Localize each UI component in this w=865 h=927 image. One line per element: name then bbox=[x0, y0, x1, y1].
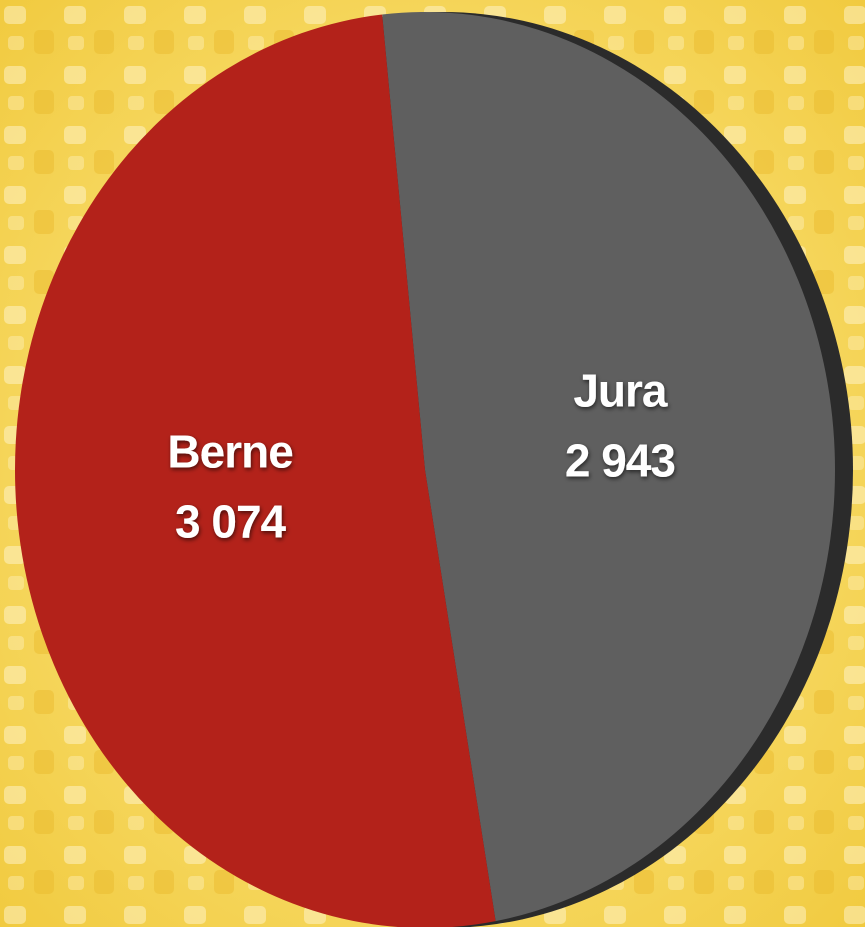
slice-label: Berne bbox=[167, 426, 293, 478]
pie-slice bbox=[15, 14, 496, 927]
pie-slice bbox=[382, 12, 835, 922]
pie bbox=[15, 12, 835, 927]
slice-value: 2 943 bbox=[565, 435, 675, 487]
slice-label: Jura bbox=[573, 365, 668, 417]
labels: Jura 2 943 Berne 3 074 bbox=[167, 365, 676, 548]
slice-value: 3 074 bbox=[175, 496, 287, 548]
